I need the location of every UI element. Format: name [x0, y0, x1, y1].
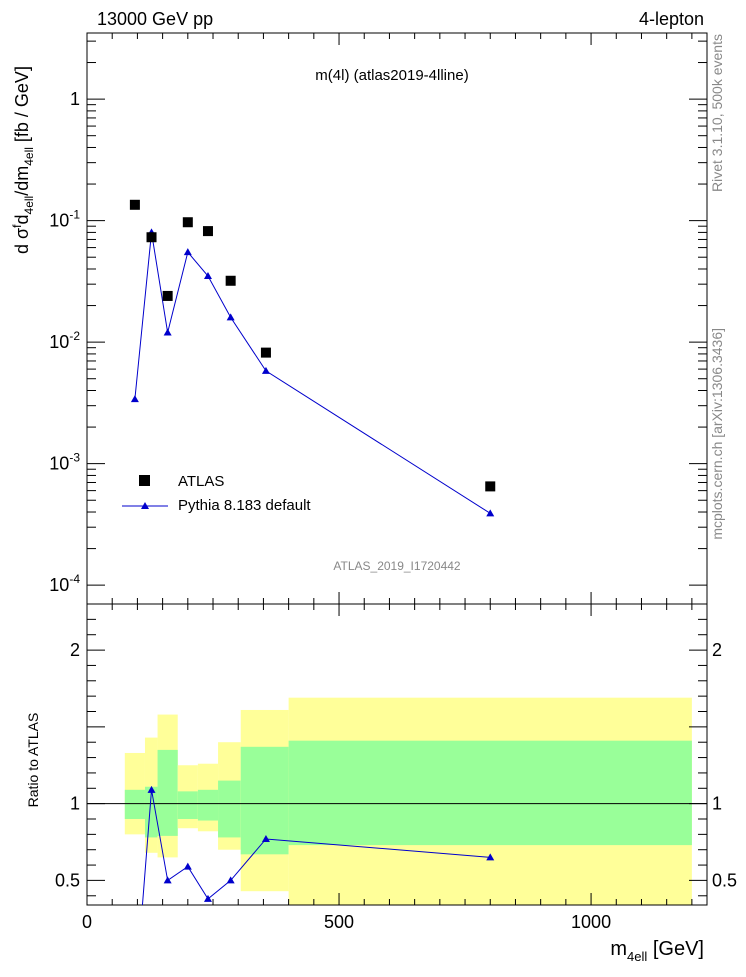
atlas-point — [225, 275, 236, 286]
main-ylabel: d σfd4ell/dm4ell [fb / GeV] — [10, 66, 36, 254]
x-tick-label: 0 — [82, 912, 92, 932]
header-right: 4-lepton — [639, 9, 704, 29]
ratio-pythia-point — [183, 862, 192, 870]
band-inner-5 — [218, 780, 241, 838]
header-left: 13000 GeV pp — [97, 9, 213, 29]
legend-pythia-label: Pythia 8.183 default — [178, 497, 311, 514]
x-tick-label: 500 — [324, 912, 354, 932]
band-inner-0 — [124, 789, 145, 819]
y-tick-label: 10-4 — [49, 572, 80, 595]
band-inner-2 — [157, 749, 178, 836]
ratio-pythia-point — [261, 834, 270, 842]
legend: ATLAS Pythia 8.183 default — [122, 473, 311, 514]
ratio-pythia-point — [486, 853, 495, 861]
atlas-point — [162, 290, 173, 301]
y-tick-label: 10-1 — [49, 208, 80, 231]
band-inner-7 — [288, 740, 692, 846]
band-inner-4 — [197, 789, 219, 821]
plot-title: m(4l) (atlas2019-4lline) — [315, 67, 468, 84]
band-inner-3 — [177, 791, 198, 819]
x-axis-label: m4ell [GeV] — [610, 938, 704, 964]
atlas-point — [129, 199, 140, 210]
y-tick-label: 1 — [70, 89, 80, 109]
side-text-rivet: Rivet 3.1.10, 500k events — [709, 34, 725, 192]
ratio-pythia-point — [226, 876, 235, 884]
atlas-point — [182, 217, 193, 228]
ratio-frame — [86, 603, 708, 906]
atlas-point — [146, 232, 157, 243]
legend-atlas-label: ATLAS — [178, 473, 224, 490]
y-tick-label: 10-2 — [49, 329, 80, 352]
ratio-ylabel: Ratio to ATLAS — [25, 713, 41, 808]
ratio-pythia-line — [141, 789, 491, 906]
ratio-y-tick-label-right: 0.5 — [712, 870, 737, 890]
pythia-point — [261, 366, 270, 374]
atlas-point — [485, 481, 496, 492]
band-inner-6 — [240, 746, 289, 855]
side-text-mcplots: mcplots.cern.ch [arXiv:1306.3436] — [709, 328, 725, 540]
legend-pythia-marker — [141, 502, 149, 509]
legend-atlas-marker — [139, 475, 150, 486]
band-inner-1 — [144, 786, 158, 838]
ratio-pythia-point — [147, 785, 156, 793]
pythia-point — [226, 313, 235, 321]
ratio-pythia-point — [163, 876, 172, 884]
watermark: ATLAS_2019_I1720442 — [333, 559, 461, 573]
ratio-y-tick-label: 0.5 — [55, 870, 80, 890]
chart-marks — [129, 199, 496, 906]
pythia-line — [134, 232, 491, 514]
pythia-point — [130, 395, 139, 403]
pythia-point — [163, 328, 172, 336]
ratio-y-tick-label: 1 — [70, 794, 80, 814]
axes: 0 500 1000 1 10-1 10-2 10-3 10-4 0.5 0.5 1 1 2 2 — [49, 33, 737, 932]
ratio-y-tick-label-right: 1 — [712, 794, 722, 814]
ratio-pythia-point — [203, 894, 212, 902]
uncertainty-bands — [124, 697, 692, 905]
ratio-y-tick-label: 2 — [70, 640, 80, 660]
main-frame — [86, 32, 708, 605]
ratio-y-tick-label-right: 2 — [712, 640, 722, 660]
y-tick-label: 10-3 — [49, 451, 80, 474]
atlas-point — [202, 226, 213, 237]
pythia-point — [183, 248, 192, 256]
pythia-point — [486, 509, 495, 517]
atlas-point — [260, 347, 271, 358]
pythia-point — [203, 272, 212, 280]
x-tick-label: 1000 — [571, 912, 611, 932]
